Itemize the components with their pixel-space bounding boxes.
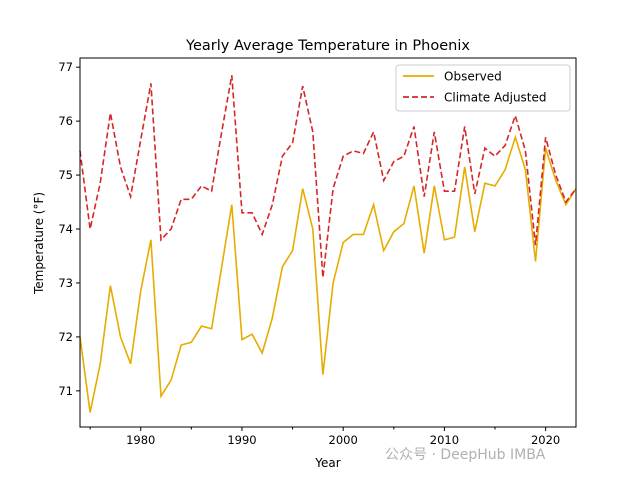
plot-frame — [79, 57, 577, 428]
x-tick-label: 2000 — [329, 433, 358, 447]
watermark: 公众号 · DeepHub IMBA — [385, 447, 546, 463]
legend-label-adjusted: Climate Adjusted — [444, 91, 547, 105]
y-tick-label: 77 — [58, 60, 73, 74]
y-tick-label: 73 — [58, 276, 73, 290]
y-tick-label: 75 — [58, 168, 73, 182]
y-axis-label: Temperature (°F) — [32, 192, 46, 295]
legend: Observed Climate Adjusted — [395, 64, 571, 112]
y-tick-label: 76 — [58, 114, 73, 128]
x-tick-label: 1980 — [126, 433, 155, 447]
chart-title: Yearly Average Temperature in Phoenix — [185, 38, 470, 54]
x-tick-label: 1990 — [227, 433, 256, 447]
x-tick-label: 2010 — [430, 433, 459, 447]
x-axis-label: Year — [314, 456, 340, 470]
series-line-observed — [79, 134, 577, 413]
series-line-climate-adjusted — [79, 75, 577, 278]
x-tick-label: 2020 — [531, 433, 560, 447]
y-tick-label: 72 — [58, 330, 73, 344]
legend-label-observed: Observed — [444, 70, 502, 84]
y-tick-label: 74 — [58, 222, 73, 236]
y-tick-label: 71 — [58, 384, 73, 398]
